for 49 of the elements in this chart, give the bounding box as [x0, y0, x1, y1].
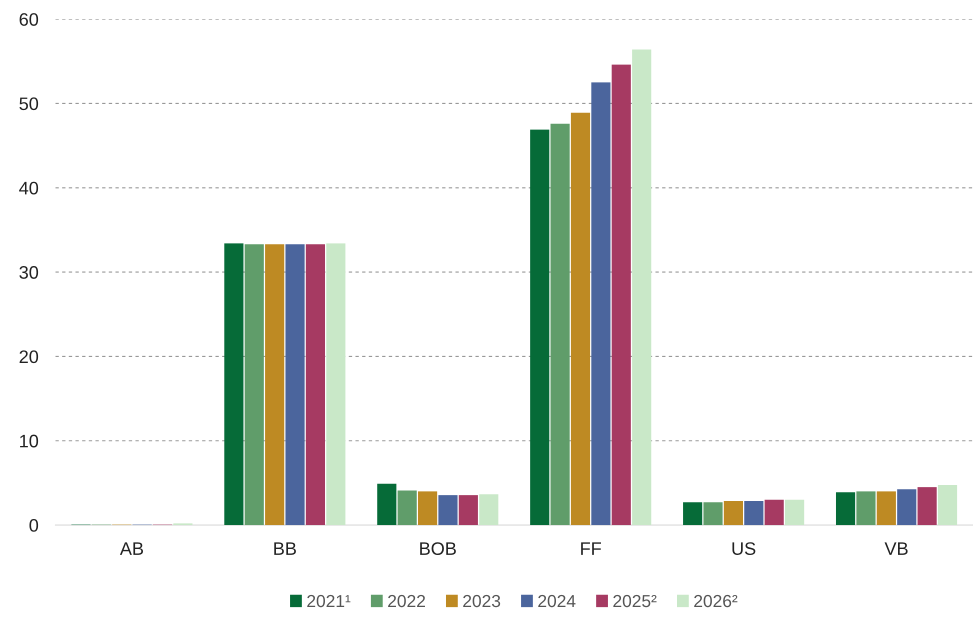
- x-tick-label: FF: [581, 542, 601, 555]
- bar: [856, 491, 876, 526]
- bar: [244, 244, 264, 526]
- bar: [632, 49, 652, 526]
- bar: [530, 130, 550, 526]
- bar: [744, 501, 764, 526]
- x-tick-label: BB: [274, 542, 296, 555]
- bar: [703, 502, 723, 526]
- y-tick-label: 30: [19, 266, 38, 279]
- bar: [918, 487, 937, 526]
- y-tick-label: 60: [20, 13, 38, 26]
- bar: [612, 64, 631, 526]
- bar: [438, 495, 458, 526]
- bar: [224, 243, 244, 526]
- bar: [683, 502, 702, 526]
- legend-label: 2021¹: [307, 594, 350, 608]
- bar: [418, 491, 438, 526]
- bar: [458, 495, 478, 526]
- bar: [591, 82, 610, 526]
- bar: [550, 124, 570, 526]
- bar: [897, 489, 916, 526]
- bar: [570, 112, 590, 526]
- y-tick-label: 0: [29, 519, 38, 532]
- bar: [479, 494, 498, 526]
- x-tick-label: US: [732, 542, 756, 556]
- bar: [764, 500, 784, 526]
- bar: [398, 490, 417, 526]
- y-tick-label: 20: [20, 350, 38, 364]
- legend-label: 2024: [538, 594, 576, 608]
- legend-label: 2026²: [694, 594, 738, 608]
- y-tick-label: 10: [20, 434, 38, 448]
- bar: [377, 484, 396, 526]
- bar: [876, 491, 896, 526]
- bar: [836, 492, 856, 526]
- x-tick-label: AB: [120, 542, 144, 555]
- y-tick-label: 50: [19, 97, 38, 110]
- y-tick-label: 40: [19, 182, 38, 195]
- x-tick-label: BOB: [420, 542, 456, 556]
- bar: [306, 244, 326, 526]
- bar: [326, 243, 346, 526]
- bar: [938, 485, 958, 526]
- legend-label: 2025²: [613, 594, 657, 608]
- bar: [265, 244, 284, 526]
- x-tick-label: VB: [884, 542, 908, 555]
- bar: [785, 500, 804, 526]
- bar: [285, 244, 305, 526]
- legend-label: 2023: [463, 594, 500, 608]
- bar: [724, 501, 744, 526]
- legend-label: 2022: [388, 594, 425, 608]
